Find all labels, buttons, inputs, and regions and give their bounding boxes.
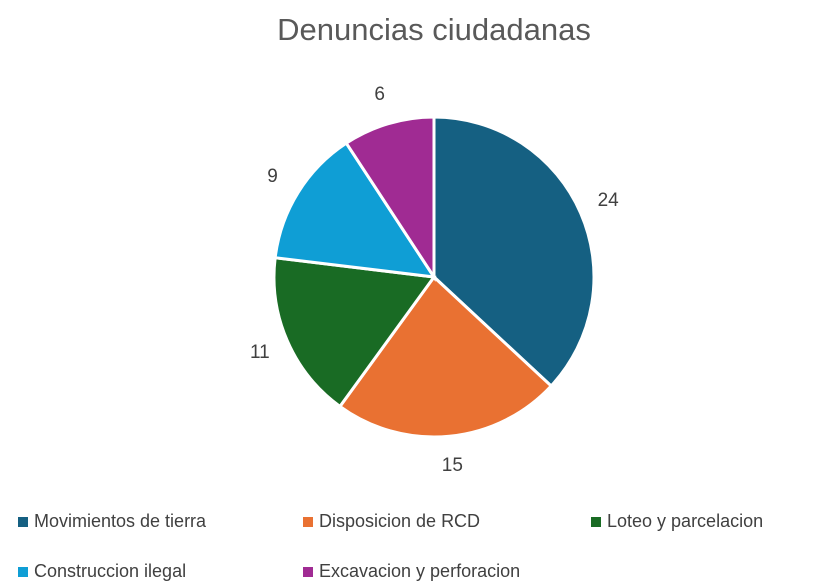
pie-slice — [337, 274, 554, 439]
legend-label: Disposicion de RCD — [319, 511, 480, 531]
data-label: 11 — [250, 342, 270, 363]
legend-label: Construccion ilegal — [34, 561, 186, 581]
legend-label: Movimientos de tierra — [34, 511, 207, 531]
pie-slice — [273, 141, 438, 279]
data-label: 15 — [442, 455, 463, 476]
chart-title: Denuncias ciudadanas — [277, 12, 591, 47]
data-label: 6 — [374, 84, 385, 105]
pie-slice — [432, 115, 596, 389]
legend-swatch — [18, 567, 28, 577]
pie-slice — [272, 256, 437, 409]
legend-swatch — [591, 517, 601, 527]
data-label: 24 — [598, 190, 620, 211]
legend-swatch — [303, 517, 313, 527]
legend-label: Loteo y parcelacion — [607, 511, 763, 531]
legend-label: Excavacion y perforacion — [319, 561, 520, 581]
legend-swatch — [18, 517, 28, 527]
pie-slice — [344, 115, 436, 283]
legend-swatch — [303, 567, 313, 577]
data-label: 9 — [267, 166, 278, 187]
